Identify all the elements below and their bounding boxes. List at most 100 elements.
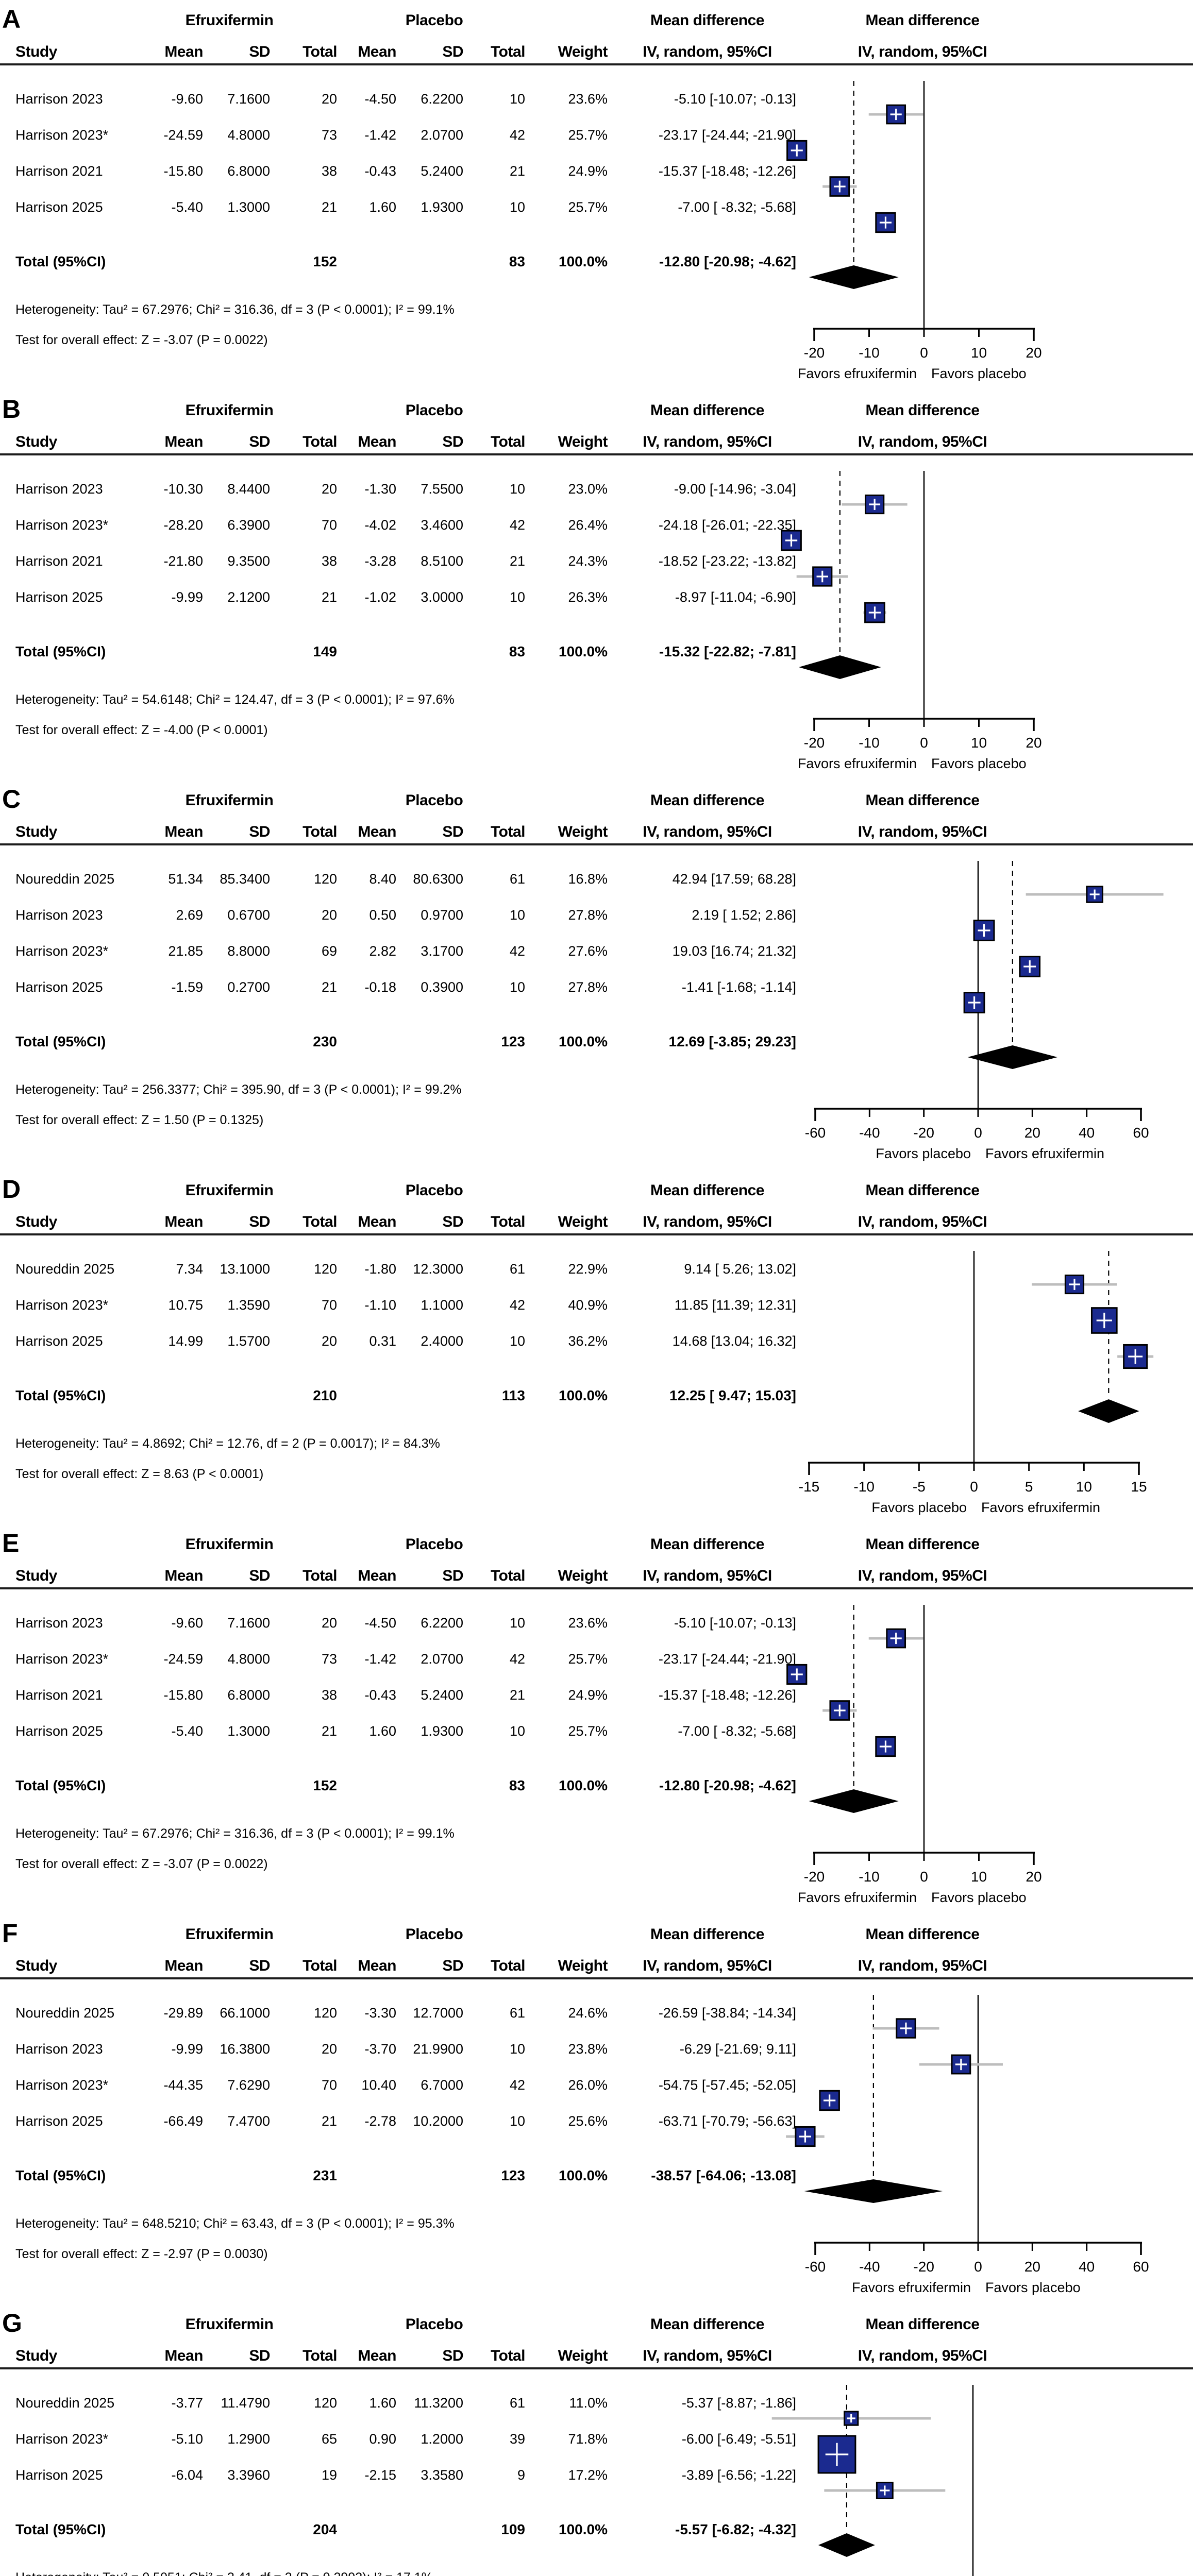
- col-header-e-sd: SD: [249, 823, 270, 840]
- study-row: Noureddin 2025 7.34 13.1000 120 -1.80 12.3000…: [0, 1251, 1193, 1287]
- total-label: Total (95%CI): [15, 1033, 106, 1049]
- e-sd-value: 2.1200: [227, 589, 270, 605]
- e-sd-value: 3.3960: [227, 2467, 270, 2483]
- header-columns-row: Study Mean SD Total Mean SD Total Weight IV, ran…: [0, 1202, 1193, 1233]
- e-total-value: 65: [321, 2431, 337, 2447]
- e-sd-value: 8.8000: [227, 943, 270, 959]
- col-header-study: Study: [15, 1957, 57, 1974]
- total-md-ci: -12.80 [-20.98; -4.62]: [659, 253, 796, 269]
- md-header-plot-text: Mean difference: [865, 2316, 980, 2333]
- header-group-row: Efruxifermin Placebo Mean difference Mean d…: [0, 3, 1193, 32]
- e-mean-value: 7.34: [176, 1261, 203, 1277]
- iv-header-plot: IV, random, 95%CI: [804, 433, 1193, 453]
- forest-panel-G: G Efruxifermin Placebo Mean difference Mean …: [0, 2307, 1193, 2576]
- study-name: Harrison 2023*: [15, 1651, 109, 1667]
- study-name: Harrison 2021: [15, 553, 103, 569]
- md-ci-value: 9.14 [ 5.26; 13.02]: [684, 1261, 796, 1277]
- md-ci-value: -7.00 [ -8.32; -5.68]: [678, 1723, 796, 1739]
- weight-value: 27.6%: [568, 943, 608, 959]
- p-total-value: 10: [509, 481, 525, 497]
- iv-header-plot-text: IV, random, 95%CI: [858, 1567, 987, 1584]
- summary-diamond: [809, 1789, 899, 1813]
- md-header-plot: Mean difference: [804, 792, 1193, 812]
- md-ci-value: 2.19 [ 1.52; 2.86]: [692, 907, 796, 923]
- p-sd-value: 5.2400: [421, 163, 463, 179]
- study-name: Harrison 2023*: [15, 127, 109, 143]
- axis-tick-label: 60: [1133, 2259, 1149, 2275]
- axis-tick-label: -20: [913, 2259, 934, 2275]
- axis-tick-label: 20: [1024, 1125, 1040, 1141]
- e-mean-value: -5.40: [171, 1723, 203, 1739]
- p-mean-value: -0.43: [364, 163, 396, 179]
- header-group-row: Efruxifermin Placebo Mean difference Mean d…: [0, 1917, 1193, 1946]
- total-row: Total (95%CI) 149 83 100.0% -15.32 [-22.82; …: [0, 634, 1193, 670]
- summary-diamond: [1078, 1399, 1139, 1423]
- forest-plot-area: -60 -40 -20 0 20 40 60 Favors efruxifermin Favor…: [786, 1995, 1149, 2295]
- col-header-e-total: Total: [303, 1957, 337, 1974]
- md-header-text: Mean difference: [650, 2316, 764, 2333]
- study-name: Noureddin 2025: [15, 1261, 115, 1277]
- col-header-p-mean: Mean: [358, 43, 396, 60]
- col-header-e-sd: SD: [249, 1213, 270, 1230]
- p-mean-value: -3.70: [364, 2041, 396, 2057]
- p-total-value: 10: [509, 907, 525, 923]
- p-mean-value: -2.78: [364, 2113, 396, 2129]
- weight-value: 17.2%: [568, 2467, 608, 2483]
- e-mean-value: -10.30: [163, 481, 203, 497]
- heterogeneity-text: Heterogeneity: Tau² = 4.8692; Chi² = 12.…: [15, 1436, 440, 1451]
- forest-panel-F: F Efruxifermin Placebo Mean difference Mean …: [0, 1917, 1193, 2299]
- summary-diamond: [804, 2179, 943, 2203]
- total-e-n: 230: [313, 1033, 337, 1049]
- col-header-e-sd: SD: [249, 1957, 270, 1974]
- md-ci-value: -23.17 [-24.44; -21.90]: [658, 127, 796, 143]
- axis-tick-label: 10: [971, 345, 987, 361]
- total-p-n: 123: [501, 1033, 525, 1049]
- col-header-study: Study: [15, 433, 57, 450]
- md-header-plot: Mean difference: [804, 1182, 1193, 1202]
- axis-tick-label: -15: [799, 1479, 819, 1495]
- col-header-p-total: Total: [491, 1567, 525, 1584]
- axis-tick-label: 20: [1026, 1869, 1041, 1885]
- forest-panel-C: C Efruxifermin Placebo Mean difference Mean …: [0, 783, 1193, 1165]
- header-group-row: Efruxifermin Placebo Mean difference Mean d…: [0, 1173, 1193, 1202]
- effect-square: [812, 566, 833, 587]
- e-mean-value: -24.59: [163, 1651, 203, 1667]
- total-label: Total (95%CI): [15, 643, 106, 659]
- p-total-value: 42: [509, 1651, 525, 1667]
- p-total-value: 21: [509, 553, 525, 569]
- iv-header-plot: IV, random, 95%CI: [804, 1957, 1193, 1977]
- p-mean-value: 8.40: [369, 871, 396, 887]
- col-header-p-total: Total: [491, 1213, 525, 1230]
- study-row: Harrison 2025 -1.59 0.2700 21 -0.18 0.3900 10 2…: [0, 969, 1193, 1005]
- total-row: Total (95%CI) 231 123 100.0% -38.57 [-64.06;…: [0, 2158, 1193, 2194]
- axis-tick-label: 0: [920, 1869, 928, 1885]
- study-name: Harrison 2025: [15, 589, 103, 605]
- e-total-value: 21: [321, 979, 337, 995]
- col-header-weight: Weight: [558, 1567, 608, 1584]
- e-mean-value: -15.80: [163, 1687, 203, 1703]
- total-weight: 100.0%: [559, 1033, 608, 1049]
- p-mean-value: -1.02: [364, 589, 396, 605]
- md-header-plot-text: Mean difference: [865, 12, 980, 29]
- e-total-value: 120: [313, 1261, 337, 1277]
- header-group-row: Efruxifermin Placebo Mean difference Mean d…: [0, 783, 1193, 812]
- md-ci-value: -23.17 [-24.44; -21.90]: [658, 1651, 796, 1667]
- panel-header: B Efruxifermin Placebo Mean difference Mean …: [0, 393, 1193, 455]
- study-name: Harrison 2025: [15, 2467, 103, 2483]
- axis-tick-label: 60: [1133, 1125, 1149, 1141]
- panel-header: G Efruxifermin Placebo Mean difference Mean …: [0, 2307, 1193, 2369]
- p-total-value: 61: [509, 2395, 525, 2411]
- col-header-p-sd: SD: [442, 1213, 463, 1230]
- total-label: Total (95%CI): [15, 1387, 106, 1403]
- favors-left-label: Favors efruxifermin: [852, 2280, 971, 2295]
- md-header-text: Mean difference: [650, 1926, 764, 1943]
- p-mean-value: -1.80: [364, 1261, 396, 1277]
- e-total-value: 70: [321, 2077, 337, 2093]
- iv-header-plot-text: IV, random, 95%CI: [858, 43, 987, 60]
- e-sd-value: 8.4400: [227, 481, 270, 497]
- col-header-p-total: Total: [491, 2347, 525, 2364]
- col-header-study: Study: [15, 2347, 57, 2364]
- total-p-n: 113: [501, 1387, 525, 1403]
- study-row: Harrison 2023 -9.60 7.1600 20 -4.50 6.2200 10 2…: [0, 81, 1193, 117]
- panel-body: Noureddin 2025 51.34 85.3400 120 8.40 80.6300…: [0, 861, 1193, 1165]
